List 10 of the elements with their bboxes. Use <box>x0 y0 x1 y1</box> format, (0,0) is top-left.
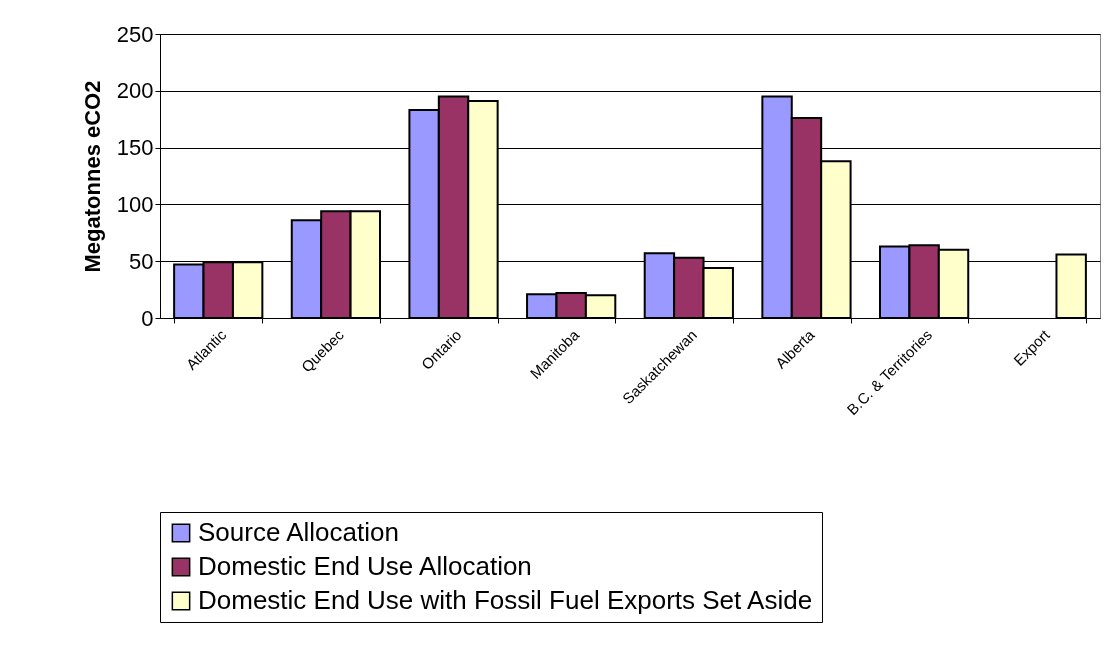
y-tick-label: 100 <box>116 191 154 217</box>
y-tick-label: 150 <box>116 135 154 161</box>
legend-label: Source Allocation <box>198 517 399 547</box>
legend-label: Domestic End Use with Fossil Fuel Exports Set Aside <box>198 585 813 615</box>
y-tick-label: 50 <box>129 248 154 274</box>
y-tick-label: 0 <box>141 305 154 331</box>
y-axis-title: Megatonnes eCO2 <box>79 80 105 273</box>
legend-label: Domestic End Use Allocation <box>198 551 532 581</box>
y-tick-label: 250 <box>116 21 154 47</box>
y-tick-label: 200 <box>116 78 154 104</box>
